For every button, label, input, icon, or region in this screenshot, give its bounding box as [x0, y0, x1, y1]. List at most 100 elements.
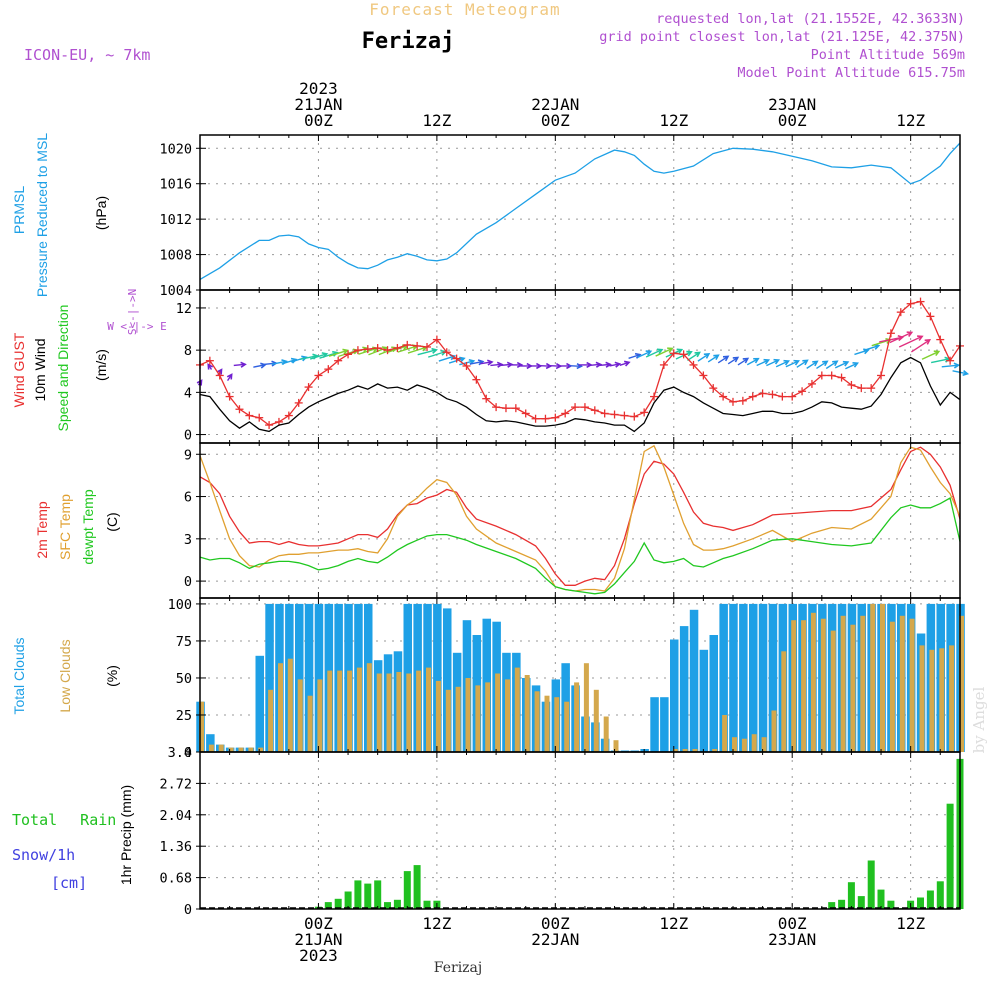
clouds-ytick-label: 100: [168, 597, 192, 613]
bottom-time-label: 2023: [299, 946, 338, 965]
gust-marker: [857, 384, 866, 393]
precip-total-rain-bar: [838, 899, 846, 909]
precip-total-rain-bar: [384, 902, 391, 909]
wind-arrow: [834, 360, 850, 369]
pressure-unit: (hPa): [93, 196, 109, 230]
wind-arrow: [568, 362, 583, 370]
wind-arrow-head: [822, 360, 829, 367]
wind-arrow-head: [342, 348, 349, 355]
gust-marker: [393, 344, 402, 353]
gust-marker: [590, 406, 599, 415]
wind-arrow-shaft: [806, 360, 818, 369]
precip-labels: Total Rain Snow/1h [cm] 1hr Precip (mm): [12, 785, 134, 892]
wind-arrow-head: [906, 331, 914, 337]
grid-layer: [200, 135, 960, 909]
clouds-low-clouds-bar: [939, 648, 945, 752]
precip-total-rain-bar: [887, 900, 895, 909]
clouds-low-clouds-bar: [287, 658, 293, 752]
clouds-low-clouds-bar: [544, 695, 550, 752]
temperature-2m-temp-line: [199, 446, 961, 586]
clouds-low-clouds-bar: [337, 670, 343, 752]
gust-marker: [926, 312, 935, 321]
wind-arrow-shaft: [500, 363, 512, 367]
temp-unit: (C): [104, 512, 120, 531]
wind-arrow-head: [623, 360, 631, 367]
clouds-low-clouds-bar: [376, 673, 382, 752]
clouds-low-clouds-bar: [830, 630, 836, 752]
gust-marker: [205, 356, 214, 365]
top-time-label: 12Z: [659, 111, 688, 130]
top-time-label: 00Z: [541, 111, 570, 130]
precip-total-rain-bar: [828, 902, 836, 909]
wind-arrow-head: [753, 357, 760, 364]
gust-label: Wind GUST: [11, 332, 27, 407]
gust-marker: [788, 392, 797, 401]
wind-labels: Wind GUST 10m Wind Speed and Direction (…: [11, 289, 167, 432]
gust-marker: [215, 371, 224, 380]
clouds-low-clouds-bar: [692, 749, 698, 752]
clouds-low-clouds-bar: [860, 615, 866, 752]
gust-marker: [452, 354, 461, 363]
clouds-total-clouds-bar: [670, 639, 679, 752]
forecast-title: Forecast Meteogram: [369, 0, 560, 19]
wind-arrow-head: [645, 350, 653, 356]
wind-arrow: [510, 361, 524, 369]
clouds-low-clouds-bar: [435, 680, 441, 752]
gust-marker: [827, 371, 836, 380]
wind-arrow-head: [832, 360, 839, 367]
clouds-low-clouds-bar: [386, 673, 392, 752]
wind-arrow-shaft: [796, 359, 808, 368]
precip-total-rain-bar: [847, 882, 855, 909]
clouds-low-clouds-bar: [613, 740, 619, 752]
clouds-total-clouds-bar: [443, 608, 452, 752]
wind-arrow: [727, 356, 740, 365]
temperature-ytick-label: 9: [184, 447, 192, 463]
wind-arrow-head: [694, 351, 701, 358]
pressure-ytick-label: 1008: [159, 248, 192, 264]
bottom-time-label: 12Z: [659, 914, 688, 933]
gust-marker: [807, 379, 816, 388]
wind-arrow-shaft: [589, 363, 601, 367]
gust-marker: [462, 361, 471, 370]
gust-marker: [245, 411, 254, 420]
precip-unit: 1hr Precip (mm): [118, 785, 134, 885]
temperature-frame: [199, 442, 961, 599]
clouds-low-clouds-bar: [248, 747, 254, 752]
clouds-low-clouds-bar: [514, 667, 520, 752]
model-label: ICON-EU, ~ 7km: [24, 46, 150, 64]
wind-arrow-head: [703, 353, 711, 359]
wind-arrow: [233, 361, 247, 368]
clouds-low-clouds-bar: [959, 615, 964, 752]
clouds-total-clouds-bar: [265, 603, 274, 752]
gust-marker: [363, 345, 372, 354]
wind-arrow: [717, 355, 730, 364]
wind-arrow: [697, 353, 711, 362]
clouds-low-clouds-bar: [603, 716, 609, 752]
gust-marker: [373, 344, 382, 353]
clouds-low-clouds-bar: [593, 689, 599, 752]
clouds-low-clouds-bar: [297, 679, 303, 752]
gust-marker: [511, 404, 520, 413]
gust-marker: [294, 398, 303, 407]
wind-arrow-shaft: [271, 360, 287, 365]
gust-marker: [946, 356, 955, 365]
gust-marker: [314, 371, 323, 380]
gust-marker: [432, 335, 441, 344]
wind-arrow-shaft: [480, 361, 493, 365]
clouds-low-clouds-bar: [870, 603, 876, 752]
wind-arrow: [207, 363, 214, 370]
grid-point-coords: grid point closest lon,lat (21.125E, 42.…: [599, 29, 965, 45]
wind-arrow: [589, 361, 603, 368]
wind-arrow: [863, 343, 881, 352]
clouds-total-clouds-bar: [295, 603, 304, 752]
gust-marker: [482, 394, 491, 403]
wind-arrow-shaft: [756, 359, 769, 367]
wind-arrow-head: [477, 359, 485, 366]
clouds-low-clouds-bar: [741, 738, 747, 752]
clouds-total-clouds-bar: [739, 603, 748, 752]
precip-total-rain-bar: [413, 865, 421, 909]
clouds-low-clouds-bar: [810, 612, 816, 752]
wind-arrow: [825, 360, 839, 370]
wind-arrow-shaft: [549, 365, 561, 367]
